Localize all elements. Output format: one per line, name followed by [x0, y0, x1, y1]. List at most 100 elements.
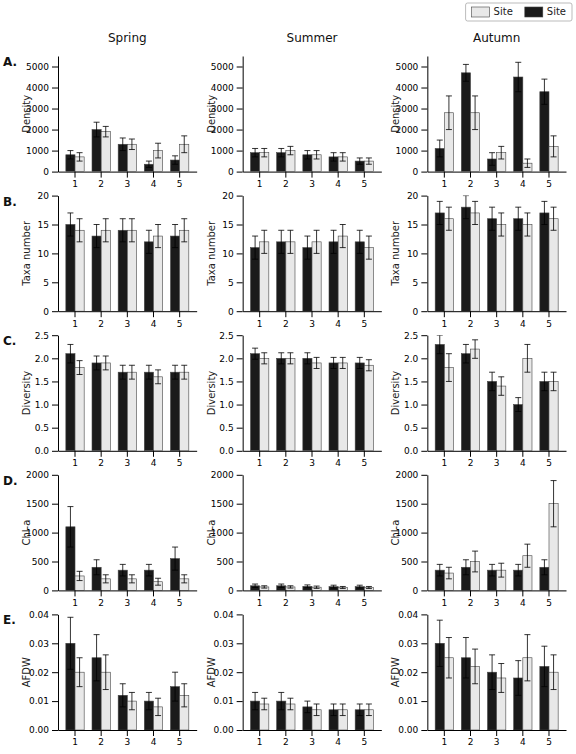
y-tick: 0.01 [398, 696, 427, 706]
tick-mark [237, 358, 243, 359]
error-bar [252, 348, 258, 359]
error-line [290, 698, 291, 710]
error-bar [287, 586, 293, 588]
tick-label: 1 [72, 458, 78, 468]
tick-mark [548, 730, 549, 736]
error-cap [146, 709, 152, 710]
error-line [475, 649, 476, 684]
error-line [105, 575, 106, 583]
error-cap [287, 363, 293, 364]
bar [364, 365, 373, 451]
tick-label: 2000 [211, 470, 234, 480]
error-bar [146, 230, 152, 253]
error-bar [498, 664, 504, 693]
error-cap [357, 368, 363, 369]
error-cap [340, 357, 346, 358]
error-bar [146, 692, 152, 709]
bar [118, 372, 127, 451]
y-tick: 0.01 [29, 696, 58, 706]
x-tick: 4 [335, 451, 341, 468]
tick-label: 2 [283, 737, 289, 747]
bar [75, 230, 84, 311]
bar [514, 405, 523, 451]
tick-mark [421, 172, 427, 173]
y-tick: 0.03 [214, 639, 243, 649]
error-bar [366, 158, 372, 164]
error-line [79, 361, 80, 375]
tick-mark [237, 311, 243, 312]
error-bar [103, 655, 109, 690]
error-bar [489, 564, 495, 576]
axis-line [428, 730, 567, 731]
axis-line [427, 196, 428, 312]
error-cap [314, 715, 320, 716]
error-cap [357, 157, 363, 158]
error-bar [331, 585, 337, 588]
error-cap [498, 212, 504, 213]
tick-label: 2 [98, 179, 104, 189]
y-tick: 0.03 [398, 639, 427, 649]
y-axis: 0.00.51.01.52.02.5 [219, 331, 243, 457]
tick-mark [496, 730, 497, 736]
x-tick: 5 [361, 730, 367, 747]
error-cap [446, 637, 452, 638]
panel: 01000200030004000500012345Density [390, 57, 566, 189]
error-cap [314, 368, 320, 369]
error-cap [446, 95, 452, 96]
tick-label: 5000 [395, 62, 418, 72]
error-cap [524, 167, 530, 168]
bar [153, 236, 162, 311]
error-line [148, 161, 149, 167]
x-tick: 2 [283, 590, 289, 607]
tick-label: 3 [124, 737, 130, 747]
error-line [255, 584, 256, 587]
error-line [333, 153, 334, 161]
tick-mark [259, 172, 260, 178]
tick-mark [285, 451, 286, 457]
error-cap [129, 218, 135, 219]
y-axis-title: Density [206, 95, 217, 133]
error-cap [304, 150, 310, 151]
y-tick: 0 [228, 307, 243, 317]
tick-label: 5 [228, 278, 234, 288]
panel: 01000200030004000500012345Density [206, 57, 382, 189]
error-cap [541, 79, 547, 80]
error-bar [340, 586, 346, 588]
tick-label: 2 [98, 319, 104, 329]
error-bar [463, 344, 469, 362]
error-cap [77, 161, 83, 162]
error-cap [472, 201, 478, 202]
error-cap [463, 637, 469, 638]
error-cap [340, 586, 346, 587]
tick-mark [421, 130, 427, 131]
error-line [131, 575, 132, 583]
tick-mark [52, 562, 58, 563]
plot-marks [435, 196, 558, 312]
x-tick: 1 [441, 451, 447, 468]
x-axis: 12345 [59, 590, 198, 607]
error-line [544, 560, 545, 575]
error-line [148, 692, 149, 709]
error-bar [357, 158, 363, 164]
error-bar [181, 684, 187, 707]
y-tick: 0.00 [398, 725, 427, 735]
tick-label: 2 [468, 458, 474, 468]
legend-label: Site [547, 6, 566, 17]
error-line [96, 635, 97, 681]
tick-mark [285, 590, 286, 596]
error-line [281, 353, 282, 364]
error-cap [489, 230, 495, 231]
tick-label: 500 [216, 557, 233, 567]
tick-mark [52, 109, 58, 110]
tick-mark [470, 451, 471, 457]
error-bar [129, 139, 135, 150]
error-bar [524, 544, 530, 567]
error-bar [94, 356, 100, 370]
row-label: B. [3, 195, 17, 209]
tick-label: 4 [520, 458, 526, 468]
error-cap [287, 588, 293, 589]
error-line [70, 507, 71, 547]
tick-mark [496, 172, 497, 178]
error-bar [446, 96, 452, 130]
error-cap [129, 365, 135, 366]
